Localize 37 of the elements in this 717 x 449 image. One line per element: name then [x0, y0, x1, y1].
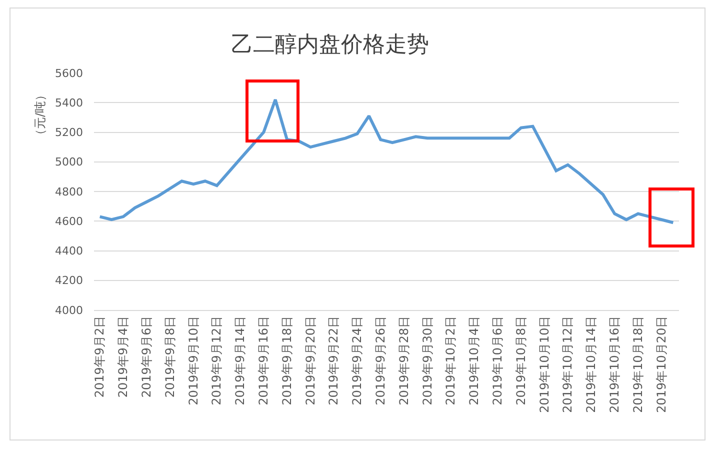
x-tick-label: 2019年10月18日	[630, 316, 645, 413]
x-tick-label: 2019年9月20日	[303, 316, 318, 406]
x-tick-label: 2019年9月26日	[374, 316, 388, 406]
x-tick-label: 2019年9月10日	[186, 316, 200, 406]
x-tick-label: 2019年10月4日	[467, 316, 482, 406]
x-tick-label: 2019年9月16日	[256, 316, 271, 406]
x-tick-label: 2019年10月8日	[514, 316, 528, 406]
y-tick-label: 4600	[55, 214, 83, 228]
x-tick-label: 2019年9月12日	[210, 316, 224, 406]
line-series	[98, 98, 675, 224]
x-tick-label: 2019年10月16日	[608, 316, 622, 413]
x-tick-label: 2019年9月2日	[92, 316, 107, 398]
x-tick-label: 2019年9月28日	[396, 316, 411, 406]
x-tick-label: 2019年9月4日	[116, 316, 130, 398]
x-tick-label: 2019年9月8日	[162, 316, 177, 398]
x-tick-label: 2019年9月24日	[350, 316, 364, 406]
x-tick-label: 2019年10月20日	[654, 316, 668, 413]
x-tick-label: 2019年9月14日	[233, 316, 248, 406]
x-tick-label: 2019年10月14日	[584, 316, 598, 413]
x-tick-label: 2019年10月12日	[560, 316, 575, 413]
x-tick-label: 2019年10月2日	[444, 316, 458, 406]
y-tick-label: 4000	[55, 304, 83, 317]
y-tick-label: 5000	[55, 156, 83, 169]
y-tick-label: 5600	[55, 66, 83, 80]
y-tick-label: 4800	[55, 185, 83, 198]
x-tick-label: 2019年9月30日	[420, 316, 434, 406]
chart-title: 乙二醇内盘价格走势	[231, 32, 429, 58]
y-tick-label: 4400	[55, 244, 83, 258]
x-tick-label: 2019年10月6日	[490, 316, 505, 406]
y-axis-title: （元/吨）	[33, 88, 47, 141]
y-tick-label: 5200	[55, 126, 83, 140]
y-tick-label: 5400	[55, 96, 83, 110]
x-tick-label: 2019年9月6日	[140, 316, 154, 398]
x-tick-label: 2019年9月22日	[326, 316, 341, 406]
x-tick-label: 2019年10月10日	[537, 316, 552, 413]
y-tick-label: 4200	[55, 274, 83, 288]
x-tick-label: 2019年9月18日	[280, 316, 294, 406]
